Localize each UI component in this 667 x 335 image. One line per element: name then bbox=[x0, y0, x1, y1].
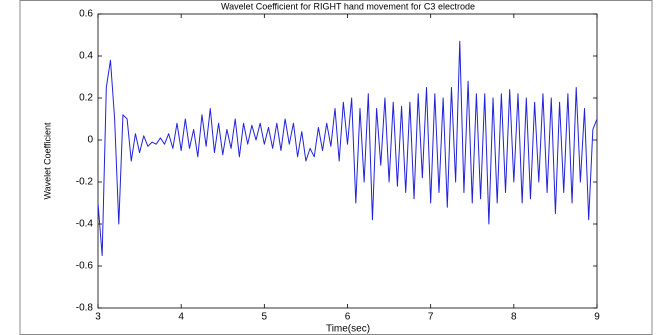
x-tick-label: 7 bbox=[428, 312, 434, 323]
chart-title: Wavelet Coefficient for RIGHT hand movem… bbox=[221, 1, 475, 11]
y-tick-label: -0.4 bbox=[76, 219, 94, 230]
y-tick-label: -0.2 bbox=[76, 177, 94, 188]
x-tick-label: 3 bbox=[95, 312, 101, 323]
y-tick-label: -0.6 bbox=[76, 261, 94, 272]
x-tick-label: 8 bbox=[511, 312, 517, 323]
data-line bbox=[97, 40, 598, 256]
y-tick-label: 0.6 bbox=[79, 9, 93, 20]
x-tick-label: 9 bbox=[594, 312, 600, 323]
y-tick-label: 0.4 bbox=[79, 51, 93, 62]
x-tick-label: 5 bbox=[262, 312, 268, 323]
y-tick-label: -0.8 bbox=[76, 303, 94, 314]
x-tick-label: 6 bbox=[345, 312, 351, 323]
y-tick-label: 0.2 bbox=[79, 93, 93, 104]
x-axis-label: Time(sec) bbox=[326, 324, 370, 335]
y-axis-label: Wavelet Coefficient bbox=[42, 122, 52, 200]
x-tick-label: 4 bbox=[178, 312, 184, 323]
figure-border bbox=[19, 0, 653, 335]
y-tick-label: 0 bbox=[87, 135, 93, 146]
